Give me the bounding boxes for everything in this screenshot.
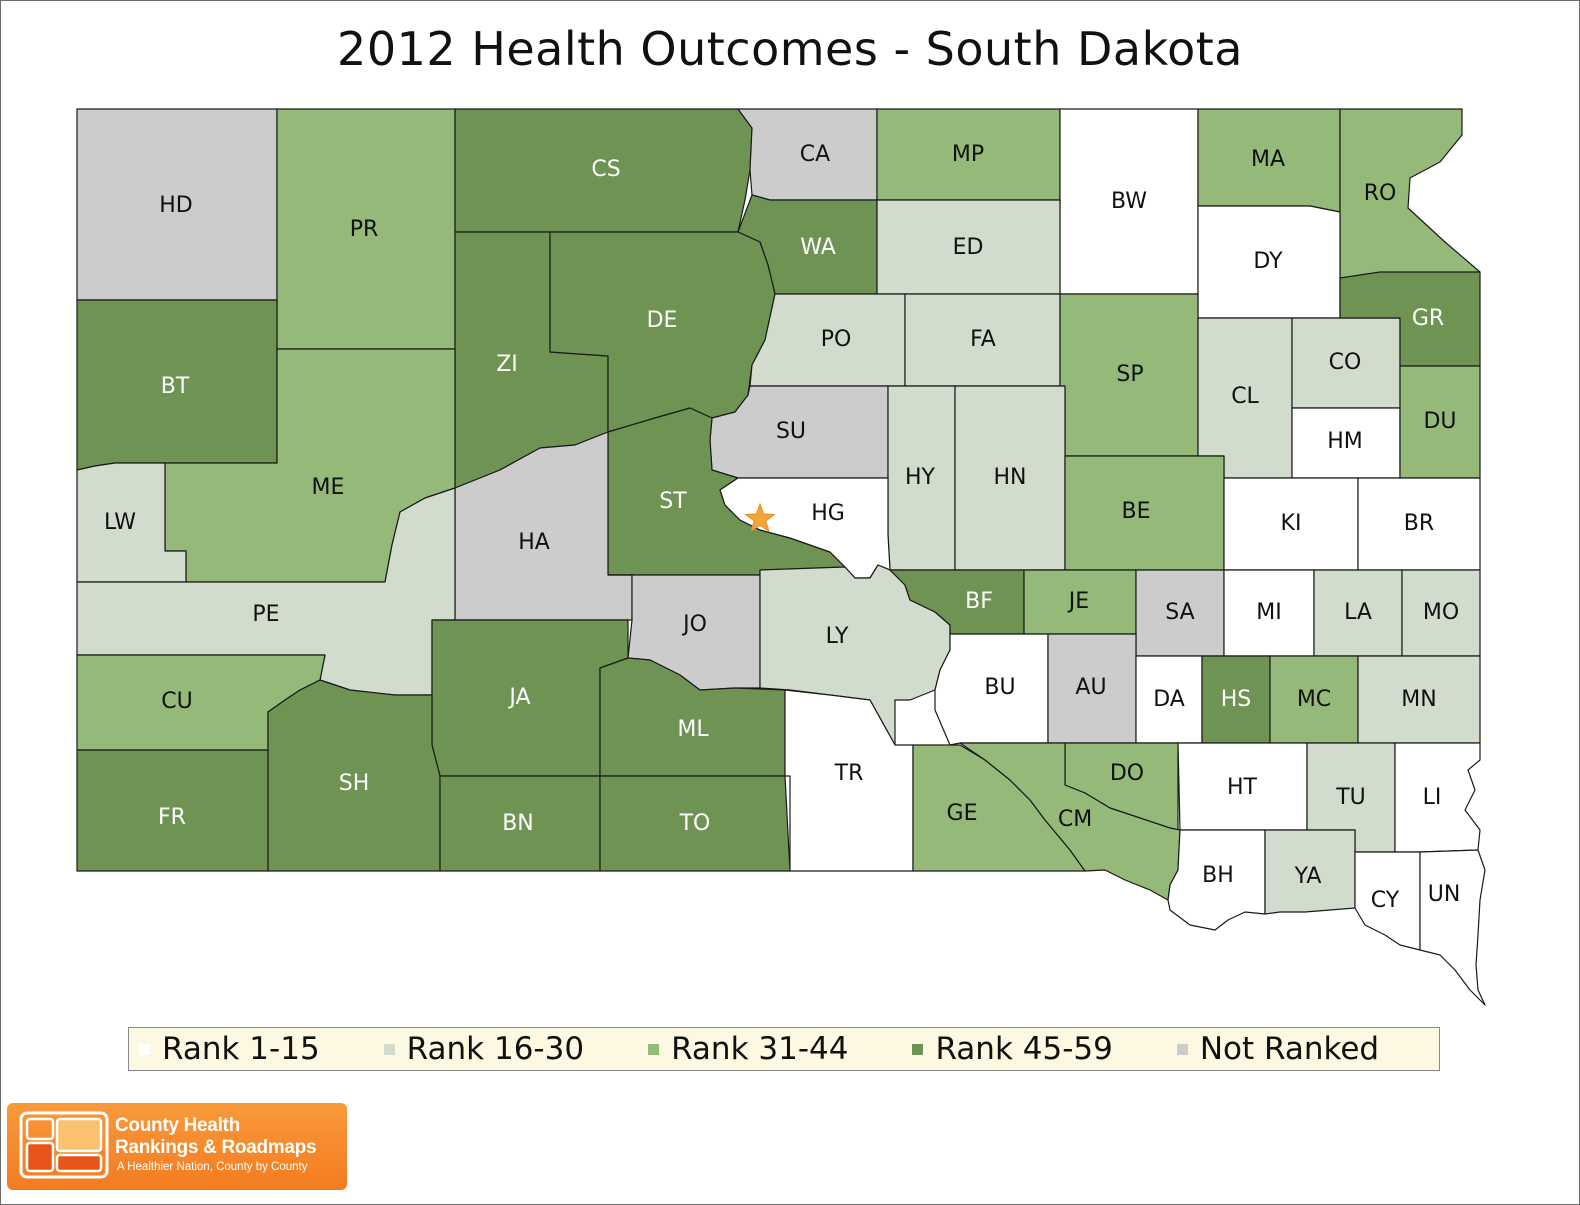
county-label-la: LA (1344, 600, 1372, 625)
rankings-logo-icon (19, 1111, 109, 1179)
county-label-bf: BF (965, 589, 993, 614)
county-label-br: BR (1404, 511, 1434, 536)
county-label-bt: BT (161, 374, 190, 399)
county-un (1419, 849, 1486, 1006)
logo-tagline: A Healthier Nation, County by County (117, 1161, 308, 1173)
county-label-ro: RO (1364, 181, 1397, 206)
map-title: 2012 Health Outcomes - South Dakota (337, 22, 1243, 76)
county-label-ki: KI (1281, 511, 1302, 536)
county-label-ge: GE (947, 801, 978, 826)
legend-item-not-ranked: Not Ranked (1176, 1031, 1380, 1067)
legend-swatch (912, 1043, 924, 1055)
county-label-gr: GR (1412, 306, 1444, 331)
county-fr (76, 749, 269, 872)
county-label-de: DE (647, 308, 678, 333)
county-label-tu: TU (1335, 785, 1366, 810)
county-label-ja: JA (507, 685, 530, 710)
county-label-mc: MC (1297, 687, 1331, 712)
county-label-mi: MI (1256, 600, 1281, 625)
legend-item-rank-16-30: Rank 16-30 (383, 1031, 585, 1067)
county-label-hn: HN (994, 465, 1027, 490)
county-label-bw: BW (1111, 189, 1147, 214)
county-label-lw: LW (104, 510, 136, 535)
legend-label: Not Ranked (1199, 1031, 1380, 1067)
county-label-zi: ZI (496, 352, 518, 377)
county-label-mo: MO (1423, 600, 1459, 625)
county-label-ml: ML (677, 717, 709, 742)
county-label-cu: CU (161, 689, 192, 714)
county-label-fa: FA (970, 327, 996, 352)
county-label-hy: HY (905, 465, 936, 490)
county-label-sa: SA (1165, 600, 1194, 625)
county-label-pe: PE (252, 602, 279, 627)
county-label-st: ST (659, 489, 687, 514)
county-label-wa: WA (800, 235, 836, 260)
county-ro (1339, 108, 1481, 279)
county-label-hs: HS (1221, 687, 1252, 712)
county-label-mp: MP (952, 142, 984, 167)
county-label-ly: LY (826, 624, 849, 649)
logo-line-2: Rankings & Roadmaps (115, 1137, 317, 1158)
county-label-cm: CM (1058, 807, 1092, 832)
county-label-po: PO (821, 327, 852, 352)
county-label-ca: CA (800, 142, 830, 167)
county-label-sh: SH (339, 771, 370, 796)
county-label-au: AU (1075, 675, 1106, 700)
county-ya (1264, 829, 1356, 915)
county-label-ya: YA (1294, 864, 1322, 889)
star-icon (744, 502, 776, 533)
county-label-hg: HG (811, 501, 845, 526)
county-label-du: DU (1423, 409, 1456, 434)
county-label-da: DA (1153, 687, 1185, 712)
county-label-hm: HM (1327, 429, 1363, 454)
county-label-ed: ED (953, 235, 984, 260)
county-sh (267, 679, 441, 872)
county-label-cy: CY (1371, 888, 1400, 913)
legend-label: Rank 45-59 (935, 1031, 1113, 1067)
county-label-mn: MN (1401, 687, 1436, 712)
logo-line-1: County Health (115, 1115, 240, 1136)
county-label-cs: CS (591, 157, 620, 182)
county-label-co: CO (1329, 350, 1362, 375)
legend-swatch (139, 1043, 150, 1055)
legend-label: Rank 31-44 (671, 1031, 849, 1067)
legend-item-rank-31-44: Rank 31-44 (648, 1031, 848, 1067)
county-label-ht: HT (1227, 775, 1258, 800)
county-label-je: JE (1067, 589, 1089, 614)
county-label-li: LI (1423, 785, 1442, 810)
county-label-jo: JO (681, 612, 707, 637)
legend-swatch (648, 1043, 660, 1055)
county-label-to: TO (679, 811, 711, 836)
county-label-tr: TR (834, 761, 864, 786)
legend: Rank 1-15 Rank 16-30 Rank 31-44 Rank 45-59 N… (128, 1027, 1440, 1071)
legend-label: Rank 1-15 (162, 1031, 320, 1067)
county-label-ma: MA (1251, 147, 1285, 172)
county-label-cl: CL (1231, 384, 1259, 409)
legend-swatch (1176, 1043, 1188, 1055)
county-label-bn: BN (502, 811, 534, 836)
legend-item-rank-1-15: Rank 1-15 (139, 1031, 320, 1067)
county-health-rankings-logo: County Health Rankings & Roadmaps A Heal… (7, 1103, 347, 1190)
county-label-fr: FR (158, 805, 186, 830)
county-label-ha: HA (518, 530, 550, 555)
legend-item-rank-45-59: Rank 45-59 (912, 1031, 1113, 1067)
county-label-bh: BH (1202, 863, 1234, 888)
county-to (599, 775, 791, 872)
county-label-be: BE (1122, 499, 1151, 524)
legend-label: Rank 16-30 (406, 1031, 585, 1067)
county-label-sp: SP (1116, 362, 1143, 387)
county-label-bu: BU (984, 675, 1015, 700)
county-label-un: UN (1428, 882, 1461, 907)
county-label-do: DO (1110, 761, 1144, 786)
county-label-su: SU (776, 419, 806, 444)
legend-swatch (383, 1043, 395, 1055)
county-label-me: ME (312, 475, 345, 500)
county-label-hd: HD (159, 193, 192, 218)
county-label-pr: PR (350, 217, 379, 242)
county-hg (719, 477, 891, 579)
county-label-dy: DY (1253, 249, 1283, 274)
